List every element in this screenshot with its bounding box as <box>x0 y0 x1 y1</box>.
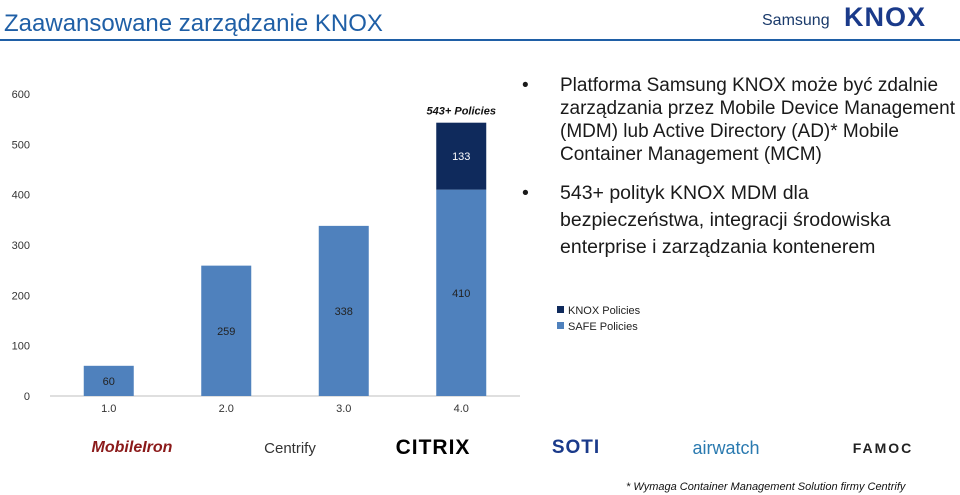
bullet-dot: • <box>522 75 529 96</box>
y-tick-label: 0 <box>24 391 30 403</box>
bullet-text: 543+ polityk KNOX MDM dla bezpieczeństwa… <box>560 182 891 258</box>
title-divider <box>0 39 960 41</box>
mobileiron-label: MobileIron <box>91 439 173 456</box>
footnote: * Wymaga Container Management Solution f… <box>626 481 906 493</box>
y-tick-label: 600 <box>12 89 30 101</box>
bullet-item: • 543+ polityk KNOX MDM dla bezpieczeńst… <box>522 180 958 261</box>
y-tick-label: 500 <box>12 139 30 151</box>
data-label: 338 <box>335 306 353 318</box>
data-label: 60 <box>103 376 115 388</box>
bullet-list: • Platforma Samsung KNOX może być zdalni… <box>522 74 958 261</box>
citrix-logo: CITRIX <box>388 428 478 468</box>
data-label: 259 <box>217 326 235 338</box>
x-tick-label: 1.0 <box>101 403 116 415</box>
logo-brand: Samsung <box>762 12 830 29</box>
bullet-item: • Platforma Samsung KNOX może być zdalni… <box>522 74 958 166</box>
bullet-text: Platforma Samsung KNOX może być zdalnie … <box>560 75 955 165</box>
x-tick-label: 4.0 <box>454 403 469 415</box>
y-tick-label: 100 <box>12 341 30 353</box>
y-tick-label: 400 <box>12 190 30 202</box>
bar-knox-policies <box>436 122 487 190</box>
famoc-label: FAMOC <box>852 440 914 456</box>
y-tick-label: 200 <box>12 290 30 302</box>
bar-annotation: 543+ Policies <box>427 106 496 118</box>
x-tick-label: 3.0 <box>336 403 351 415</box>
citrix-label: CITRIX <box>395 436 471 459</box>
page-title: Zaawansowane zarządzanie KNOX <box>4 10 383 37</box>
soti-label: SOTI <box>551 437 601 458</box>
data-label: 133 <box>452 151 470 163</box>
partner-logos: MobileIron Centrify CITRIX SOTI airwatch… <box>0 418 960 478</box>
soti-logo: SOTI <box>544 428 608 468</box>
mobileiron-logo: MobileIron <box>72 428 192 468</box>
legend-label: KNOX Policies <box>568 305 641 317</box>
airwatch-label: airwatch <box>692 437 760 458</box>
legend-label: SAFE Policies <box>568 321 638 333</box>
policies-chart: 0 100 200 300 400 500 600 60 1.0 259 2.0 338 3.0 410 1… <box>12 89 641 415</box>
legend-swatch <box>557 322 564 329</box>
legend-swatch <box>557 306 564 313</box>
airwatch-logo: airwatch <box>676 428 776 468</box>
y-tick-label: 300 <box>12 240 30 252</box>
centrify-label: Centrify <box>264 439 316 457</box>
bar-safe-policies <box>436 189 487 396</box>
logo-mark: KNOX <box>844 2 927 32</box>
bullet-dot: • <box>522 182 529 204</box>
centrify-logo: Centrify <box>250 428 330 468</box>
x-tick-label: 2.0 <box>219 403 234 415</box>
bar-safe-policies <box>318 225 369 396</box>
bar-safe-policies <box>201 265 252 396</box>
bar-safe-policies <box>83 365 134 396</box>
famoc-logo: FAMOC <box>848 428 918 468</box>
samsung-knox-logo: Samsung KNOX <box>762 2 942 32</box>
data-label: 410 <box>452 288 470 300</box>
